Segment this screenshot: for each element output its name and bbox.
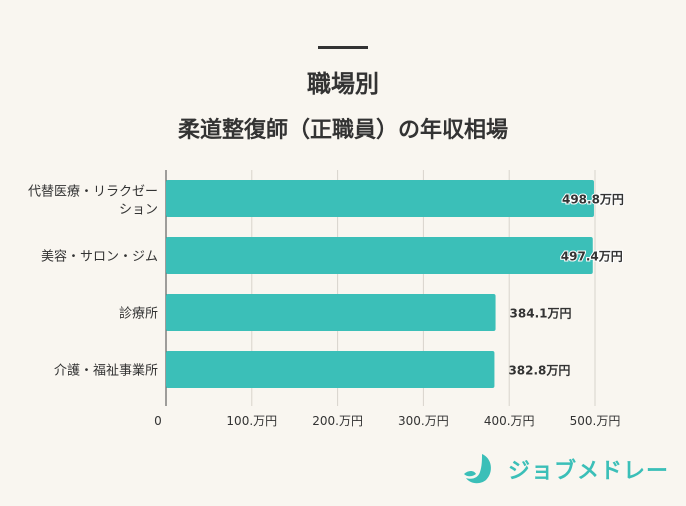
category-label: ション [119, 203, 158, 218]
category-label: 診療所 [119, 306, 158, 322]
bar [166, 294, 496, 331]
value-label: 498.8万円 [562, 193, 624, 207]
x-tick-label: 0 [154, 414, 162, 428]
brand-name: ジョブメドレー [508, 459, 670, 484]
x-tick-label: 100.万円 [226, 414, 277, 428]
value-label: 382.8万円 [508, 364, 570, 378]
x-tick-label: 400.万円 [484, 414, 535, 428]
bar [166, 351, 495, 388]
category-label: 美容・サロン・ジム [41, 249, 158, 265]
x-tick-label: 300.万円 [398, 414, 449, 428]
x-tick-label: 200.万円 [312, 414, 363, 428]
chart-title: 職場別 [307, 70, 379, 98]
value-label: 384.1万円 [510, 307, 572, 321]
title-rule [318, 46, 368, 49]
brand-logo: ジョブメドレー [462, 452, 669, 486]
chart-subtitle: 柔道整復師（正職員）の年収相場 [177, 118, 508, 143]
x-tick-label: 500.万円 [570, 414, 621, 428]
category-label: 代替医療・リラクゼー [28, 185, 158, 200]
category-label: 介護・福祉事業所 [54, 363, 158, 379]
bar [166, 180, 594, 217]
value-label: 497.4万円 [561, 250, 623, 264]
bar-chart: 0 100.万円 200.万円 300.万円 400.万円 500.万円 代替医療・リラクゼ… [28, 170, 625, 428]
brand-logo-icon [464, 454, 491, 484]
bar [166, 237, 593, 274]
